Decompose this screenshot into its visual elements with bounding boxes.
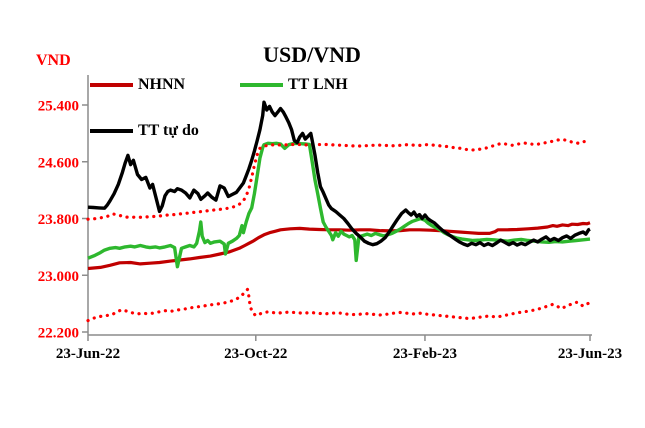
- x-tick-label: 23-Jun-22: [56, 346, 120, 362]
- tt-lnh-line-swatch: [240, 83, 283, 87]
- legend-label-tt-lnh: TT LNH: [288, 76, 348, 93]
- y-tick-label: 24.600: [38, 155, 79, 171]
- y-tick-label: 25.400: [38, 99, 79, 115]
- legend-label-tt-tu-do: TT tự do: [138, 122, 199, 139]
- x-tick-label: 23-Jun-23: [558, 346, 622, 362]
- y-tick-label: 22.200: [38, 326, 79, 342]
- x-tick-label: 23-Feb-23: [393, 346, 457, 362]
- y-tick-label: 23.000: [38, 269, 79, 285]
- legend-item-nhnn: NHNN: [90, 75, 185, 95]
- series-band-lower-line: [86, 287, 592, 323]
- y-axis-unit-label: VND: [36, 52, 71, 69]
- series-nhnn-line: [87, 221, 591, 271]
- y-tick-label: 23.800: [38, 212, 79, 228]
- chart-title: USD/VND: [263, 42, 361, 67]
- x-tick-label: 23-Oct-22: [224, 346, 287, 362]
- series-band-upper-line: [86, 137, 592, 221]
- legend-item-tt-lnh: TT LNH: [240, 75, 348, 95]
- legend-item-tt-tu-do: TT tự do: [90, 121, 199, 141]
- nhnn-line-swatch: [90, 83, 133, 87]
- series-tudo-line: [87, 100, 591, 248]
- legend-label-nhnn: NHNN: [138, 76, 186, 93]
- tt-tu-do-line-swatch: [90, 129, 133, 133]
